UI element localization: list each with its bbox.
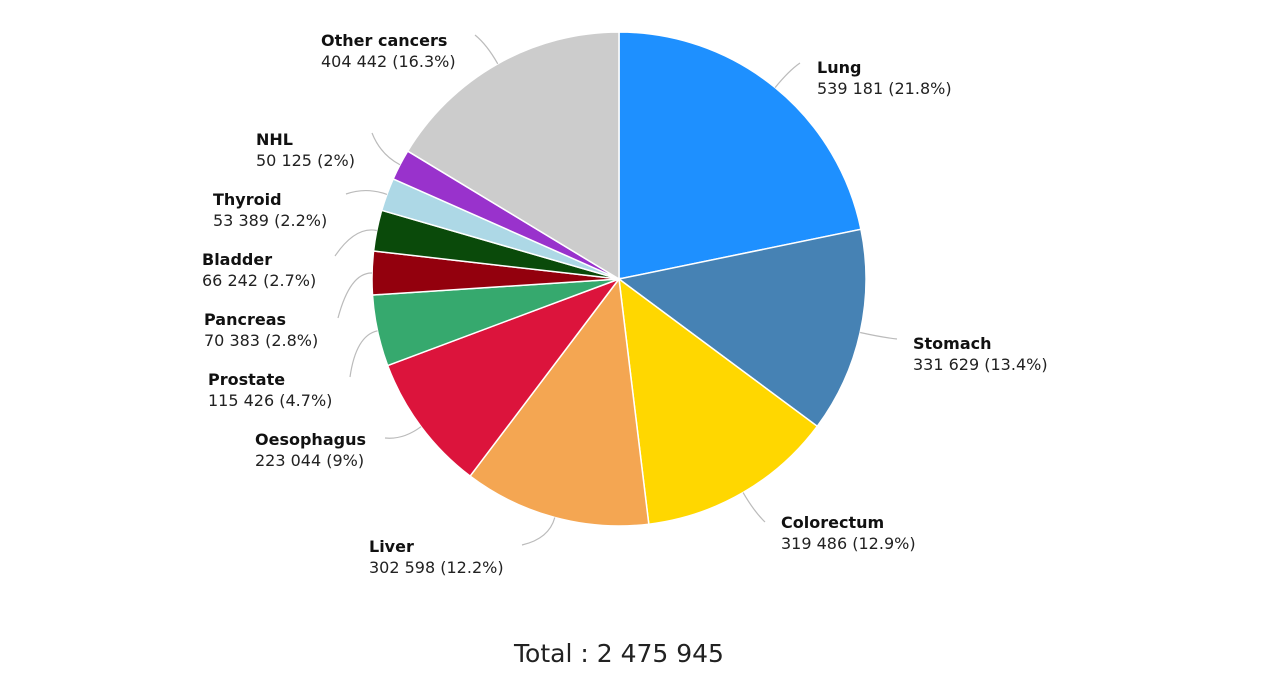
connector-line (384, 426, 422, 439)
slice-label-value: 302 598 (12.2%) (369, 558, 504, 577)
slice-label-name: Thyroid (213, 190, 282, 209)
slice-label-name: Pancreas (204, 310, 286, 329)
slice-label-name: NHL (256, 130, 293, 149)
slice-label-value: 223 044 (9%) (255, 451, 364, 470)
slice-label-name: Bladder (202, 250, 272, 269)
slice-label-name: Stomach (913, 334, 992, 353)
slice-label-name: Oesophagus (255, 430, 366, 449)
connector-line (371, 132, 401, 166)
slice-label-value: 115 426 (4.7%) (208, 391, 332, 410)
slice-label-value: 70 383 (2.8%) (204, 331, 318, 350)
slice-label-name: Other cancers (321, 31, 447, 50)
connector-line (474, 34, 499, 65)
slice-label-name: Lung (817, 58, 861, 77)
connector-line (742, 492, 766, 523)
pie-slice-colorectum[interactable] (618, 277, 819, 526)
slice-label-value: 331 629 (13.4%) (913, 355, 1048, 374)
pie-slice-liver[interactable] (469, 277, 650, 527)
connector-line (337, 272, 373, 319)
slice-label-name: Colorectum (781, 513, 884, 532)
pie-slices (371, 31, 867, 527)
total-label: Total : 2 475 945 (513, 639, 724, 668)
slice-label-name: Liver (369, 537, 414, 556)
pie-slice-lung[interactable] (618, 31, 862, 280)
slice-label-value: 50 125 (2%) (256, 151, 355, 170)
connector-line (860, 331, 898, 340)
slice-label-value: 66 242 (2.7%) (202, 271, 316, 290)
connector-line (774, 62, 801, 88)
pie-slice-other-cancers[interactable] (406, 31, 620, 281)
connector-line (521, 517, 556, 546)
slice-labels: Lung 539 181 (21.8%) Stomach 331 629 (13.4%… (202, 31, 1048, 577)
connector-line (334, 229, 377, 257)
slice-label-value: 53 389 (2.2%) (213, 211, 327, 230)
connector-line (345, 189, 388, 195)
slice-label-value: 539 181 (21.8%) (817, 79, 952, 98)
slice-label-value: 404 442 (16.3%) (321, 52, 456, 71)
slice-label-name: Prostate (208, 370, 285, 389)
connector-line (349, 330, 378, 378)
slice-label-value: 319 486 (12.9%) (781, 534, 916, 553)
label-connectors (334, 34, 898, 546)
pie-slice-oesophagus[interactable] (386, 277, 622, 478)
